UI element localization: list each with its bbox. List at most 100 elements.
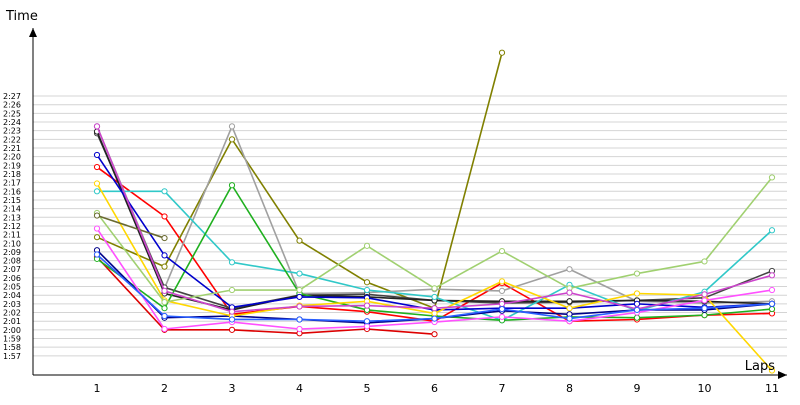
x-tick-label: 7	[499, 382, 506, 395]
y-tick-label: 2:04	[3, 291, 21, 300]
data-point	[363, 242, 371, 249]
data-point	[363, 302, 371, 309]
data-point	[296, 325, 303, 333]
data-point	[566, 289, 573, 296]
y-tick-label: 2:16	[3, 187, 21, 196]
data-point	[228, 316, 236, 323]
data-point	[768, 305, 776, 313]
data-point	[768, 227, 776, 234]
y-tick-label: 1:57	[3, 352, 21, 361]
data-point	[296, 270, 303, 277]
data-point	[431, 285, 438, 292]
data-point	[363, 279, 371, 286]
data-point	[93, 188, 101, 195]
y-axis-title: Time	[5, 9, 38, 24]
x-tick-label: 6	[431, 382, 438, 395]
y-tick-label: 2:01	[3, 317, 21, 326]
data-point	[701, 305, 708, 312]
x-tick-label: 9	[634, 382, 641, 395]
y-tick-label: 2:11	[3, 231, 21, 240]
x-tick-labels: 1 2 3 4 5 6 7 8 9 10 11	[94, 382, 780, 395]
data-point	[363, 323, 371, 330]
data-point	[93, 225, 101, 232]
data-point	[161, 252, 168, 259]
data-point	[228, 308, 236, 315]
series-line	[96, 214, 165, 239]
y-tick-label: 2:00	[3, 326, 21, 335]
y-tick-label: 2:22	[3, 135, 21, 144]
x-axis-title: Laps	[745, 359, 775, 374]
series-line	[96, 52, 503, 310]
y-tick-label: 2:24	[3, 118, 21, 127]
data-point	[701, 297, 708, 304]
data-point	[161, 305, 168, 312]
data-point	[228, 326, 236, 333]
y-tick-label: 2:15	[3, 196, 21, 205]
y-tick-label: 2:25	[3, 109, 21, 118]
y-tick-label: 1:59	[3, 335, 21, 344]
data-point	[701, 312, 708, 319]
y-tick-labels: 1:571:581:592:002:012:022:032:042:052:06…	[3, 92, 21, 361]
data-point	[768, 300, 776, 307]
data-point	[296, 316, 303, 323]
y-tick-label: 2:18	[3, 170, 21, 179]
series-line	[96, 176, 773, 303]
x-tick-label: 2	[161, 382, 168, 395]
data-point	[701, 258, 708, 265]
data-point	[768, 174, 776, 181]
data-point	[498, 287, 506, 294]
y-tick-label: 2:20	[3, 153, 21, 162]
data-point	[228, 136, 236, 143]
data-point	[566, 298, 573, 305]
data-point	[498, 247, 506, 255]
y-tick-label: 2:07	[3, 265, 21, 274]
axes	[29, 28, 787, 379]
x-tick-label: 4	[296, 382, 303, 395]
data-point	[93, 234, 101, 241]
y-tick-label: 2:05	[3, 283, 21, 292]
series	[93, 49, 776, 374]
x-tick-label: 8	[566, 382, 573, 395]
y-tick-label: 2:19	[3, 161, 21, 170]
y-tick-label: 2:02	[3, 309, 21, 318]
x-tick-label: 5	[364, 382, 371, 395]
data-point	[498, 305, 506, 313]
data-point	[498, 300, 506, 307]
series-5	[93, 130, 776, 312]
data-point	[93, 163, 101, 171]
series-14	[93, 225, 776, 333]
x-tick-label: 11	[765, 382, 779, 395]
y-tick-label: 2:26	[3, 101, 21, 110]
data-point	[228, 182, 236, 189]
series-line	[96, 256, 435, 335]
data-point	[228, 123, 236, 130]
data-point	[296, 293, 303, 301]
y-tick-label: 2:10	[3, 239, 21, 248]
data-point	[93, 151, 101, 159]
series-12	[93, 174, 776, 306]
data-point	[93, 180, 101, 187]
series-16	[93, 251, 776, 325]
y-tick-label: 2:14	[3, 205, 21, 214]
data-point	[498, 49, 506, 56]
data-point	[498, 278, 506, 285]
data-point	[296, 303, 303, 310]
data-point	[161, 188, 168, 195]
data-point	[701, 291, 708, 298]
data-point	[161, 263, 168, 270]
y-tick-label: 2:17	[3, 179, 21, 188]
data-point	[363, 286, 371, 294]
data-point	[633, 314, 641, 321]
y-tick-label: 2:08	[3, 257, 21, 266]
data-point	[633, 290, 641, 297]
data-point	[93, 212, 101, 219]
y-tick-label: 2:12	[3, 222, 21, 231]
y-tick-label: 2:03	[3, 300, 21, 309]
series-line	[96, 126, 773, 313]
data-point	[633, 300, 641, 307]
y-tick-label: 1:58	[3, 343, 21, 352]
x-axis-arrow	[778, 371, 787, 379]
data-point	[161, 325, 168, 333]
